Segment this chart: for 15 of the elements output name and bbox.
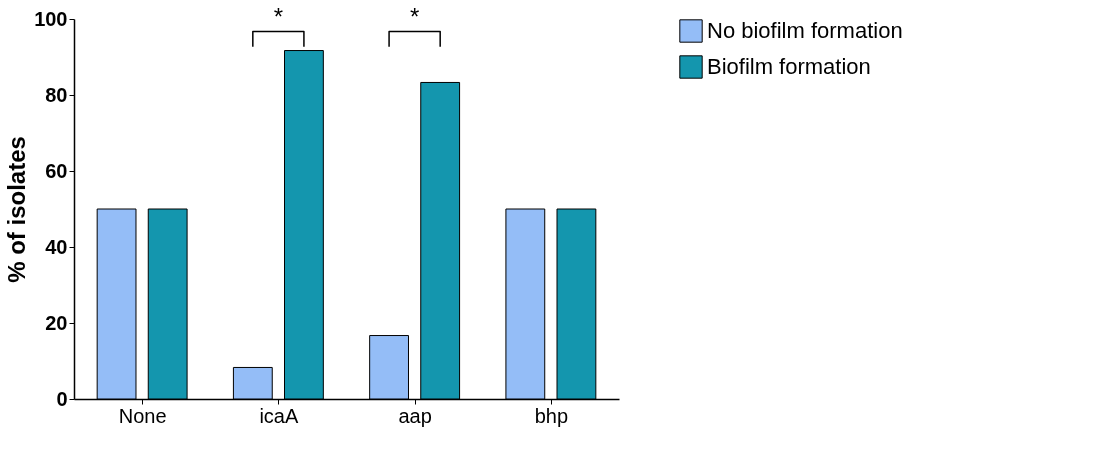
legend-label: No biofilm formation xyxy=(707,18,903,43)
x-tick-label: bhp xyxy=(534,404,569,427)
legend-label: Biofilm formation xyxy=(707,54,871,79)
y-tick-label: 20 xyxy=(45,311,68,334)
x-tick-label: aap xyxy=(398,404,432,427)
y-tick-label: 0 xyxy=(56,387,68,410)
x-tick-label: None xyxy=(118,404,167,427)
annotation: * xyxy=(273,2,284,30)
y-tick-label: 100 xyxy=(34,7,68,30)
y-axis-title: % of isolates xyxy=(3,136,31,283)
y-tick-label: 60 xyxy=(45,159,68,182)
y-tick-label: 40 xyxy=(45,235,68,258)
annotation: * xyxy=(409,2,420,30)
y-tick-label: 80 xyxy=(45,83,68,106)
x-tick-label: icaA xyxy=(259,404,299,427)
